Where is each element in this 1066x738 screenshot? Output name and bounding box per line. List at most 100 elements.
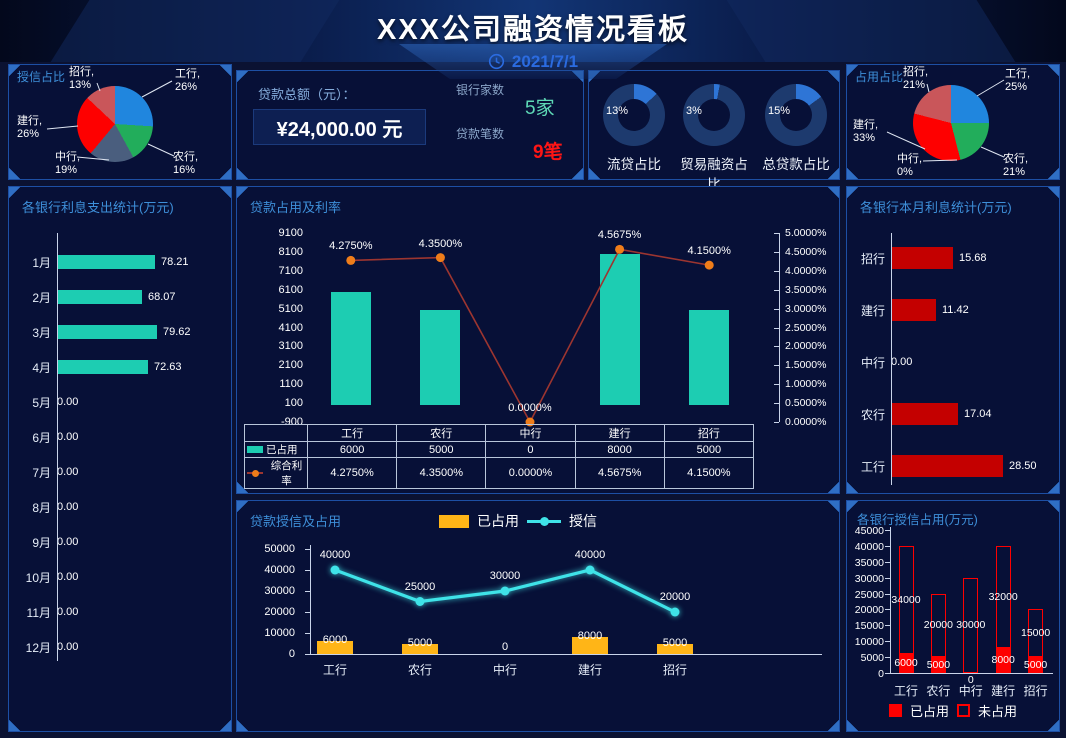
y-axis-tick: 1.0000% [785,378,827,391]
credit-occupy-chart: 50000 40000 30000 20000 10000 0 6000 5000 0 8000 5… [237,501,839,731]
occupied-label: 5000 [926,659,951,672]
y-axis-tick: 8100 [278,245,303,258]
legend-label: 未占用 [978,704,1018,719]
panel-monthly-interest: 各银行利息支出统计(万元) 1月 78.21 2月 68.07 3月 79.62 4月 72.… [8,186,232,732]
tick-mark [885,530,890,531]
tick-mark [305,633,310,634]
rate-label: 0.0000% [508,402,552,414]
bar-row: 工行 28.50 [851,452,1057,480]
bar-row: 3月 79.62 [13,322,229,342]
legend-cell: 已占用 [244,441,308,458]
line-label: 20000 [659,591,691,603]
unoccupied-label: 20000 [923,619,953,632]
pie-label: 农行, 21% [1003,153,1029,178]
tick-mark [774,233,779,234]
category-label: 10月 [25,570,51,585]
tick-mark [885,593,890,595]
page-title: XXX公司融资情况看板 [376,14,690,46]
legend-content: 已占用 [246,443,307,457]
value-cell: 4.1500% [663,457,755,489]
occupied-legend-swatch [439,514,469,528]
bar [57,290,142,304]
unoccupied-bar [1028,609,1044,658]
tick-mark [774,403,779,405]
credit-marker [500,586,510,596]
tick-mark [774,384,779,386]
x-axis-label: 农行 [407,663,432,677]
tick-mark [885,577,890,579]
y-axis-tick: 2100 [278,359,303,372]
tick-mark [774,251,779,253]
category-label: 中行 [860,355,885,370]
tick-mark [885,641,890,643]
tick-mark [885,625,890,627]
bank-header-cell: 招行 [663,424,755,442]
unoccupied-label: 34000 [891,593,921,606]
value-label: 0.00 [57,431,79,443]
bar-label: 8000 [577,630,603,643]
bar-row: 8月 0.00 [13,497,229,517]
value-cell: 0.0000% [485,457,576,489]
donut-percent: 3% [686,105,702,117]
y-axis-tick: 50000 [264,543,295,555]
bar [317,641,353,654]
pie-label: 招行, 13% [69,66,95,91]
bank-interest-chart: 招行 15.68 建行 11.42 中行 0.00 农行 17.04 工行 28.50 [847,187,1059,493]
bar-row: 中行 0.00 [851,348,1057,376]
x-axis-label: 建行 [991,684,1016,698]
y-axis-tick: 20000 [854,604,884,617]
rate-marker [704,260,714,270]
category-label: 工行 [860,459,885,474]
value-label: 0.00 [891,356,913,368]
line-label: 30000 [489,570,521,582]
rate-marker [435,253,445,263]
credit-marker [415,597,425,606]
bar-row: 12月 0.00 [13,637,229,657]
y-axis-tick: 0.5000% [785,397,827,410]
panel-title: 各银行授信占用(万元) [857,513,978,527]
panel-occupy-pie: 占用占比 招行, 21% 工行, 25% 建行, 33% 中行, 0% 农行, 21% [846,64,1060,180]
x-axis-label: 招行 [662,663,687,677]
value-label: 11.42 [942,304,969,316]
line-label: 25000 [404,580,436,593]
bar-row: 10月 0.00 [13,567,229,587]
occupy-pie-chart: 招行, 21% 工行, 25% 建行, 33% 中行, 0% 农行, 21% [847,65,1059,179]
value-cell: 4.5675% [574,457,665,489]
loan-count-label: 贷款笔数 [456,127,505,141]
donut-ring: 15% [765,84,827,146]
bar-row: 1月 78.21 [13,252,229,272]
value-cell: 6000 [306,441,398,458]
pie [77,86,153,162]
category-label: 建行 [860,303,885,318]
credit-marker [330,565,340,575]
tick-mark [305,654,310,655]
tick-mark [774,308,779,310]
bar [572,637,608,654]
donut-caption: 总贷款占比 [762,157,830,172]
bar-row: 招行 15.68 [851,244,1057,272]
y-axis-tick: 7100 [278,264,303,277]
pie-label: 中行, 19% [55,151,81,176]
pie [913,85,989,161]
axis-line [57,233,58,661]
clock-icon [488,53,505,70]
y-axis-tick: 3.5000% [785,283,827,296]
value-cell: 4.3500% [396,457,487,489]
category-label: 4月 [32,360,51,375]
category-label: 11月 [26,605,51,620]
credit-pie-chart: 招行, 13% 工行, 26% 建行, 26% 中行, 19% 农行, 16% [9,65,231,179]
category-label: 9月 [32,535,51,550]
value-label: 15.68 [959,252,987,264]
credit-marker [585,565,595,575]
y-axis-tick: 0.0000% [785,416,827,428]
bar-row: 7月 0.00 [13,462,229,482]
legend-cell: 综合利率 [244,457,308,489]
donut-flow-loan: 13% 流贷占比 [594,84,674,173]
bar [599,253,640,405]
y-axis-line [310,545,311,654]
y-axis-tick: 0 [878,668,884,680]
loan-count-value: 9笔 [533,142,563,163]
rate-line [350,248,710,424]
donut-percent: 13% [606,105,629,117]
tick-mark [885,609,890,611]
